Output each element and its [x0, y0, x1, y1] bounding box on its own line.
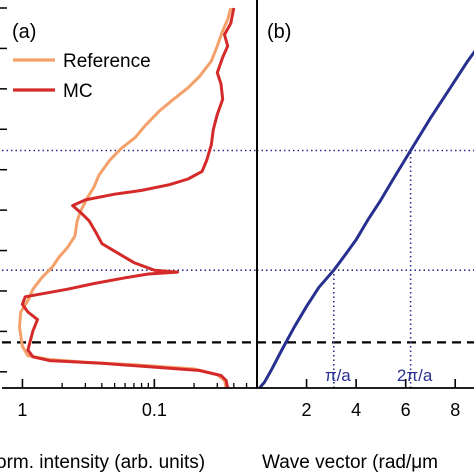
x-tick-label-3: 8 — [450, 400, 460, 420]
x-tick-label-2: 6 — [401, 400, 411, 420]
marker-label-2: 2π/a — [397, 366, 433, 385]
x-tick-label-1: 0.1 — [142, 400, 167, 420]
panel-label-b: (b) — [267, 21, 291, 43]
x-tick-label-0: 1 — [17, 400, 27, 420]
x-tick-label-1: 4 — [351, 400, 361, 420]
marker-label-1: π/a — [325, 366, 351, 385]
series-line-dispersion — [258, 49, 474, 389]
panel-a: 1 0.1 (a) orm. intensity (arb. units) Refere… — [0, 0, 258, 473]
x-axis-label: orm. intensity (arb. units) — [0, 452, 205, 473]
panel-label-a: (a) — [12, 21, 36, 43]
legend-label-mc: MC — [63, 81, 93, 102]
panel-b: π/a 2π/a 2 4 6 8 (b) Wave vector (rad/μm — [256, 0, 474, 473]
x-axis-label: Wave vector (rad/μm — [262, 452, 438, 473]
legend-label-reference: Reference — [63, 51, 151, 72]
x-tick-label-0: 2 — [302, 400, 312, 420]
series-line-mc — [20, 7, 236, 389]
